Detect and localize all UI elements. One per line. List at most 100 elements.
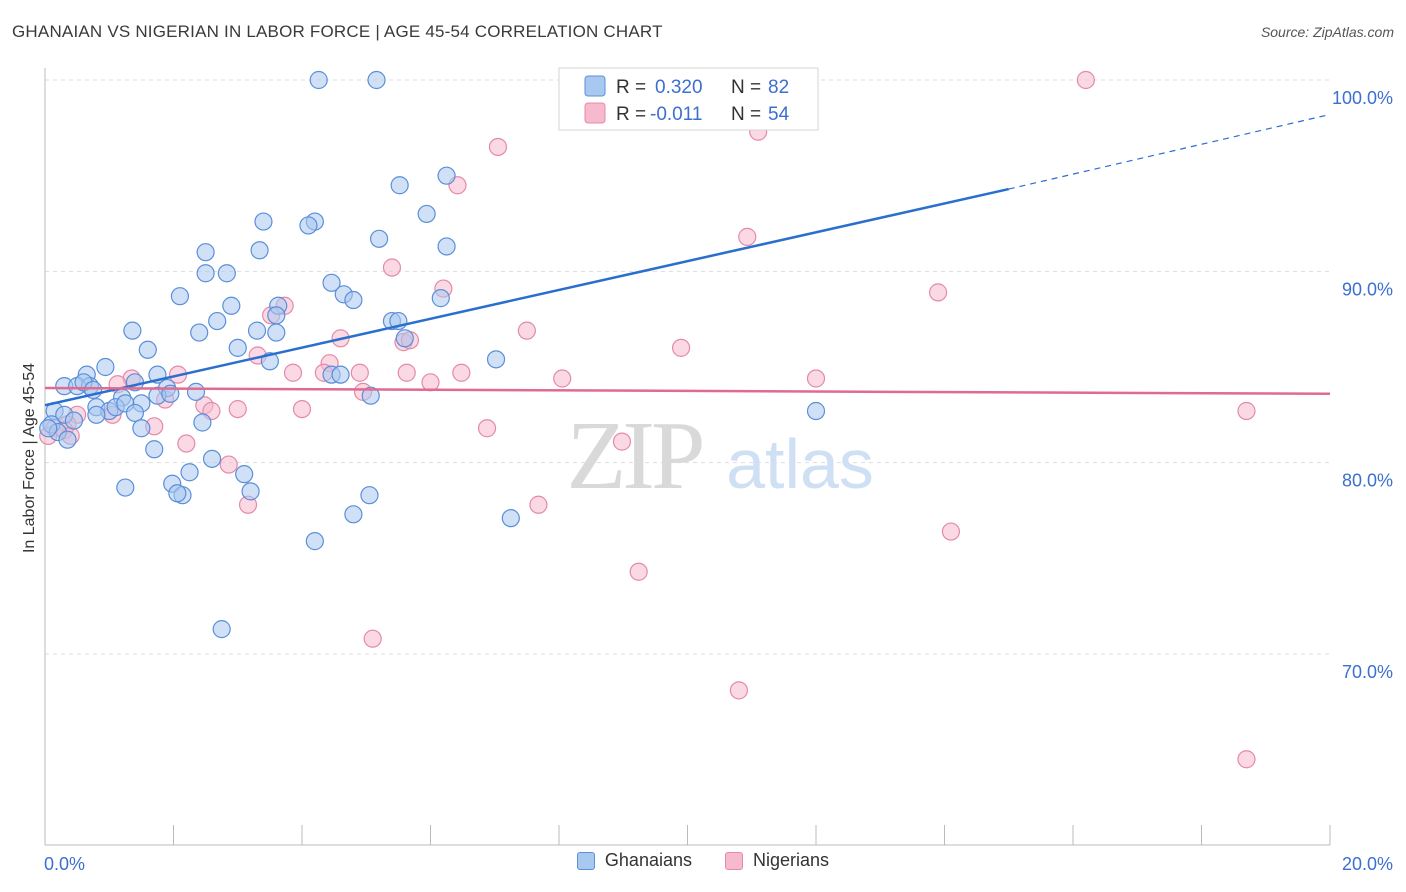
data-point: [208, 311, 227, 331]
data-point: [219, 455, 238, 474]
data-point: [344, 505, 363, 524]
data-point: [382, 258, 402, 277]
data-point: [212, 620, 231, 639]
svg-text:R = -0.011 N =: R = -0.011 N = 54: [616, 104, 790, 125]
data-point: [477, 419, 497, 438]
legend-n-label-2: N =: [731, 104, 766, 125]
data-point: [305, 532, 324, 551]
data-point: [202, 449, 222, 468]
data-point: [363, 629, 382, 648]
data-point: [390, 176, 409, 195]
data-point: [299, 216, 318, 235]
legend-swatch-ghanaians-bottom: [576, 851, 595, 870]
data-point: [64, 411, 84, 430]
svg-text:R = 0.320 N =: R = 0.320 N = 82: [616, 77, 789, 98]
trend-line-ghanaians: [44, 187, 1010, 407]
data-point: [228, 399, 247, 419]
legend-swatch-nigerians-bottom: [725, 851, 744, 870]
data-point: [1076, 70, 1095, 90]
data-point: [228, 338, 247, 357]
watermark: ZIP atlas: [567, 402, 874, 510]
y-tick-labels: 70.0% 80.0% 90.0% 100.0%: [1332, 88, 1393, 682]
legend-label-nigerians: Nigerians: [753, 850, 830, 870]
data-point: [738, 227, 757, 246]
data-point: [177, 434, 196, 453]
data-point: [116, 478, 135, 497]
legend-swatch-ghanaians: [584, 75, 606, 97]
legend-r-value-2: -0.011: [650, 104, 702, 125]
data-point: [360, 486, 379, 505]
data-point: [501, 509, 520, 528]
grid-lines: [45, 79, 1330, 655]
series-legend: Ghanaians Nigerians: [0, 850, 1406, 875]
trend-lines: [44, 113, 1331, 407]
trend-line-ghanaians-extension: [1008, 113, 1331, 190]
data-point: [361, 386, 380, 405]
data-point: [170, 287, 190, 306]
y-tick-label: 90.0%: [1342, 279, 1393, 299]
trend-line-nigerians: [44, 386, 1331, 396]
source-credit: Source: ZipAtlas.com: [1260, 24, 1394, 40]
legend-item-ghanaians: Ghanaians: [576, 850, 692, 871]
legend-label-ghanaians: Ghanaians: [604, 850, 692, 870]
data-point: [395, 329, 414, 348]
data-point: [488, 137, 508, 157]
data-point: [222, 296, 241, 315]
y-tick-label: 80.0%: [1342, 471, 1393, 491]
data-point: [235, 465, 254, 484]
data-point: [370, 229, 389, 248]
data-point: [168, 484, 187, 503]
data-point: [941, 522, 961, 541]
data-point: [612, 432, 632, 451]
legend-n-value-2: 54: [768, 104, 790, 125]
data-point: [267, 306, 286, 325]
axes: [44, 68, 1331, 846]
data-point: [193, 413, 212, 432]
data-point: [671, 338, 691, 357]
data-point: [806, 401, 826, 421]
data-point: [241, 482, 260, 501]
data-point: [250, 241, 269, 260]
data-point: [87, 405, 106, 424]
data-point: [283, 363, 303, 382]
y-tick-label: 100.0%: [1332, 88, 1393, 108]
data-point: [367, 70, 386, 90]
y-tick-label: 70.0%: [1342, 662, 1393, 682]
data-point: [397, 363, 416, 382]
data-point: [96, 357, 115, 377]
data-point: [806, 369, 826, 388]
stats-legend: R = 0.320 N = 82 R = -0.011 N = 54: [558, 67, 819, 131]
data-point: [452, 363, 471, 382]
data-point: [39, 419, 58, 438]
x-tick-labels: 0.0% 20.0%: [44, 854, 1393, 874]
data-point: [437, 237, 456, 256]
data-point: [417, 204, 436, 224]
data-point: [1237, 401, 1256, 421]
data-point: [350, 363, 369, 382]
data-point: [58, 430, 77, 449]
legend-r-label-1: R =: [616, 77, 651, 98]
data-point: [928, 283, 948, 302]
ghanaian-points: [39, 70, 826, 639]
legend-swatch-nigerians: [584, 102, 606, 124]
data-point: [138, 340, 157, 359]
data-point: [247, 321, 267, 340]
data-point: [331, 365, 350, 384]
data-point: [629, 562, 648, 581]
watermark-atlas: atlas: [726, 425, 874, 503]
data-point: [486, 350, 506, 369]
legend-item-nigerians: Nigerians: [725, 850, 829, 871]
data-point: [254, 212, 273, 231]
data-point: [190, 323, 209, 342]
data-point: [145, 440, 164, 459]
data-point: [217, 264, 236, 283]
legend-n-value-1: 82: [768, 77, 789, 98]
data-point: [267, 323, 286, 342]
data-point: [196, 243, 215, 262]
data-point: [437, 166, 456, 185]
data-point: [123, 321, 142, 340]
data-point: [132, 419, 151, 438]
data-point: [322, 273, 341, 292]
x-tick-label: 20.0%: [1342, 854, 1393, 874]
